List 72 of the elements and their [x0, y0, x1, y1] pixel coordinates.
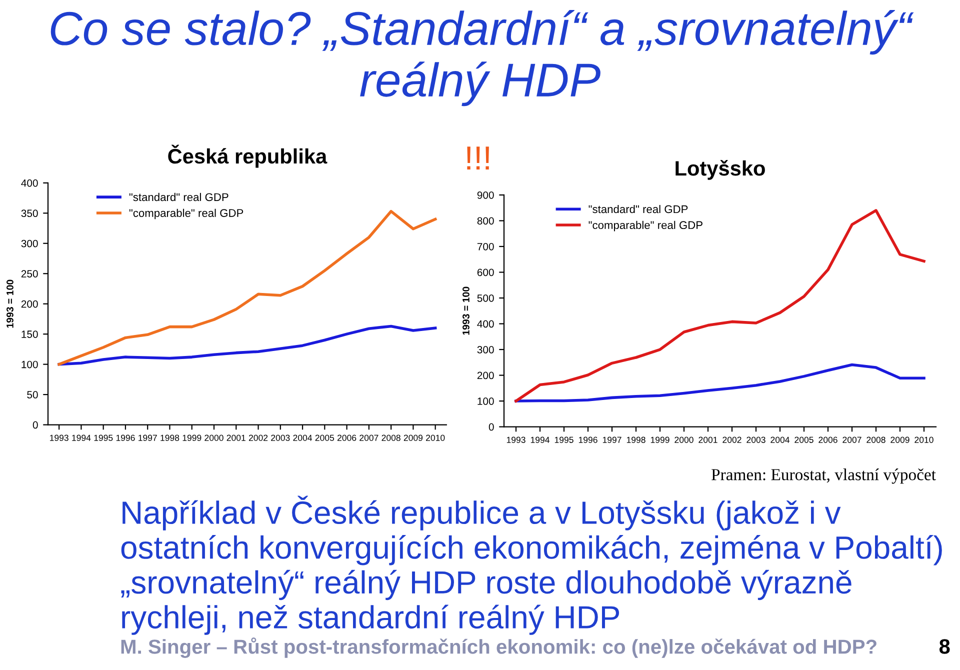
chart-title: Česká republika — [168, 144, 328, 168]
x-tick-label: 1996 — [116, 434, 135, 441]
y-tick-label: 0 — [32, 421, 38, 429]
text: !!! — [467, 146, 489, 170]
y-tick-label: 350 — [21, 210, 38, 218]
y-tick-label: 300 — [477, 346, 494, 354]
x-tick-label: 1994 — [72, 434, 91, 441]
x-tick-label: 2010 — [426, 434, 445, 441]
line-series — [58, 210, 437, 366]
y-tick-label: 200 — [21, 300, 38, 308]
x-tick-label: 1994 — [530, 436, 550, 443]
x-tick-label: 1998 — [160, 434, 180, 441]
x-tick-label: 2007 — [842, 436, 862, 443]
y-tick-label: 400 — [477, 320, 494, 328]
x-tick-label: 2006 — [338, 434, 356, 441]
y-tick-label: 100 — [22, 360, 38, 368]
x-tick-label: 1993 — [50, 434, 68, 441]
x-tick-label: 1997 — [602, 436, 622, 443]
legend-label: "comparable" real GDP — [129, 208, 244, 220]
legend-label: "standard" real GDP — [588, 204, 688, 214]
x-tick-label: 2008 — [866, 436, 886, 443]
x-tick-label: 2003 — [746, 436, 766, 443]
text: M. Singer – Růst post-transformačních ekonomik: co (ne)lze očekávat od HDP? — [121, 638, 876, 658]
text: Co se stalo? „Standardní“ a „srovnatelný“ reálný HDP — [50, 10, 914, 106]
text: Pramen: Eurostat, vlastní výpočet — [712, 468, 936, 484]
y-tick-label: 600 — [477, 268, 494, 276]
x-tick-label: 1993 — [506, 436, 526, 443]
y-axis-title: 1993 = 100 — [462, 286, 470, 335]
y-tick-label: 900 — [477, 191, 494, 199]
y-tick-label: 800 — [477, 217, 494, 225]
x-tick-label: 2000 — [204, 434, 224, 441]
x-tick-label: 2001 — [226, 434, 246, 441]
x-tick-label: 2005 — [315, 434, 334, 441]
y-tick-label: 200 — [477, 372, 494, 380]
y-tick-label: 500 — [477, 294, 494, 302]
y-tick-label: 50 — [27, 391, 38, 398]
x-tick-label: 2003 — [271, 434, 290, 441]
legend-label: "comparable" real GDP — [588, 220, 702, 232]
y-axis-title: 1993 = 100 — [6, 280, 14, 328]
y-tick-label: 300 — [21, 240, 38, 248]
y-tick-label: 0 — [488, 423, 494, 431]
y-tick-label: 100 — [478, 398, 494, 405]
line-series — [58, 324, 437, 366]
x-tick-label: 2006 — [818, 436, 838, 443]
x-tick-label: 2005 — [794, 436, 814, 443]
legend-label: "standard" real GDP — [129, 192, 228, 202]
x-tick-label: 2009 — [404, 434, 423, 441]
x-tick-label: 2007 — [360, 434, 378, 441]
x-tick-label: 2000 — [674, 436, 694, 443]
x-tick-label: 1995 — [554, 436, 574, 443]
y-tick-label: 700 — [477, 242, 494, 250]
x-tick-label: 2002 — [722, 436, 742, 443]
y-tick-label: 250 — [21, 270, 38, 278]
y-tick-label: 150 — [22, 330, 38, 338]
y-tick-label: 400 — [21, 179, 38, 187]
x-tick-label: 1999 — [182, 434, 202, 441]
x-tick-label: 1999 — [650, 436, 670, 443]
chart-title: Lotyšsko — [676, 160, 765, 180]
x-tick-label: 2002 — [248, 434, 268, 441]
x-tick-label: 2008 — [382, 434, 400, 441]
text: Například v České republice a v Lotyšsku (jakož i v ostatních konvergujících ekonomikách, zejména v Pobaltí) „srovnatelný“ reálný HDP roste dlouhodobě výrazně rychleji, než standardní reálný HDP — [121, 496, 942, 635]
x-tick-label: 1997 — [138, 434, 157, 441]
x-tick-label: 2001 — [698, 436, 718, 443]
line-series — [514, 363, 926, 402]
x-tick-label: 2004 — [293, 434, 312, 441]
x-tick-label: 2004 — [770, 436, 790, 443]
x-tick-label: 1998 — [626, 436, 646, 443]
x-tick-label: 2009 — [890, 436, 910, 443]
x-tick-label: 1996 — [578, 436, 598, 443]
x-tick-label: 2010 — [914, 436, 934, 443]
text: 8 — [939, 639, 950, 654]
x-tick-label: 1995 — [94, 434, 113, 441]
